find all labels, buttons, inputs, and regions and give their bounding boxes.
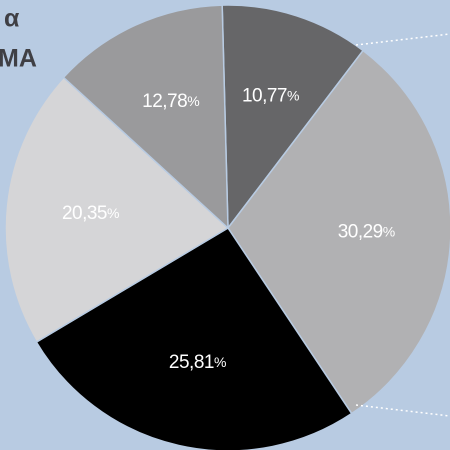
pie-slice <box>221 4 365 231</box>
title-line: α <box>4 5 20 33</box>
leader-line <box>355 404 450 417</box>
pie-slice <box>35 226 353 450</box>
data-label: 25,81% <box>169 352 226 373</box>
data-label: 20,35% <box>62 203 119 224</box>
data-label: 12,78% <box>142 91 199 112</box>
data-label: 30,29% <box>338 221 395 242</box>
labels: 10,77% 30,29% 25,81% 20,35% 12,78% <box>62 85 395 372</box>
leader-line <box>355 33 450 46</box>
pie <box>4 4 450 450</box>
pie-slice <box>227 49 450 415</box>
data-label: 10,77% <box>242 85 299 106</box>
pie-slice <box>62 4 229 230</box>
pie-slice <box>4 76 230 344</box>
title-line: MA <box>0 45 37 73</box>
